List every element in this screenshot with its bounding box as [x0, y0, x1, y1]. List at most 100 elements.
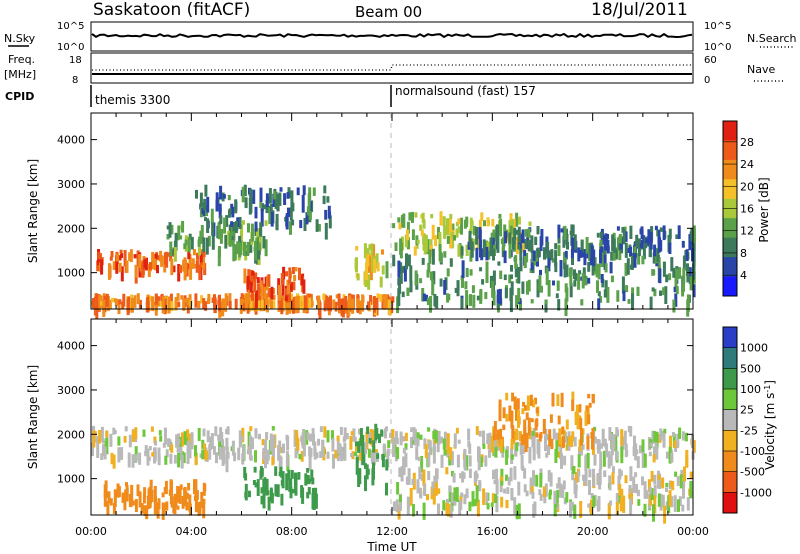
vl-cell-r5: [516, 398, 520, 410]
pw-cell-r7: [484, 292, 488, 300]
vl-cell-r4: [668, 490, 672, 507]
vl-cell-r0: [593, 436, 597, 444]
vl-cell-r1: [131, 500, 135, 506]
pw-cell-r8: [517, 244, 521, 249]
pw-cell-r0: [257, 293, 260, 311]
vl-cell-r0: [354, 451, 358, 457]
vl-cell-r0: [685, 454, 689, 467]
vl-cell-r4: [493, 479, 497, 485]
pw-cell-r7: [428, 249, 432, 264]
pw-cell-r0: [114, 298, 118, 306]
pw-cell-r7: [603, 252, 607, 270]
pw-cell-r0: [347, 300, 351, 317]
vl-cell-r0: [249, 426, 253, 432]
vl-cell-r4: [445, 502, 449, 516]
vl-cell-r4: [592, 468, 595, 487]
pw-cell-r1: [170, 258, 174, 276]
pw-cell-r7: [464, 281, 468, 290]
vl-cell-r0: [279, 456, 283, 468]
vl-cell-r4: [448, 486, 452, 503]
vl-cell-r0: [187, 433, 191, 444]
pw-cell-r1: [97, 252, 101, 260]
vl-cell-r2: [262, 492, 266, 509]
vl-cell-r5: [534, 397, 537, 405]
pw-cell-r8: [685, 249, 689, 262]
pw-cell-r0: [154, 295, 158, 305]
pw-cell-r2: [166, 234, 170, 240]
vl-cell-r0: [440, 436, 443, 444]
vl-cell-r1: [117, 486, 121, 498]
pw-cell-r0: [374, 300, 378, 309]
vl-cell-r0: [484, 455, 488, 467]
vl-cell-r0: [148, 446, 152, 451]
pw-cell-r8: [550, 249, 554, 261]
vl-cell-r4: [449, 505, 453, 518]
pw-cell-r8: [560, 228, 564, 233]
vl-cell-r0: [312, 434, 315, 446]
pw-cell-r7: [580, 299, 584, 306]
x-tick-label: 04:00: [175, 525, 207, 538]
vl-cell-r4: [628, 485, 632, 494]
vl-cell-r0: [663, 428, 667, 434]
vl-cell-r0: [350, 431, 354, 436]
vl-cell-r0: [419, 434, 423, 440]
vl-cell-r3: [372, 462, 375, 480]
vl-cell-r4: [419, 487, 422, 497]
vl-cell-r4: [549, 472, 553, 487]
pw-cell-r8: [614, 248, 618, 260]
pw-cell-r3: [293, 274, 297, 281]
pw-cell-r3: [287, 290, 291, 303]
pw-cell-r1: [202, 251, 206, 258]
vl-cell-r5: [551, 392, 555, 407]
vl-cell-r0: [264, 439, 268, 454]
pw-cell-r7: [547, 280, 551, 297]
vl-cell-r4: [556, 483, 560, 489]
vl-cell-r0: [112, 427, 116, 435]
pw-cell-r7: [574, 272, 578, 281]
pw-cell-r1: [156, 265, 159, 274]
vl-cell-r4: [660, 480, 664, 487]
pw-cell-r0: [95, 293, 99, 309]
vl-cell-r1: [176, 505, 180, 510]
vl-cell-r4: [689, 471, 693, 479]
vl-cell-r4: [576, 474, 580, 483]
vl-cell-r4: [433, 475, 437, 493]
pw-cell-r7: [624, 263, 628, 276]
pw-cell-r4: [241, 186, 245, 203]
pw-cell-r3: [264, 276, 268, 288]
pw-cell-r0: [391, 296, 395, 303]
vl-cell-r0: [593, 426, 597, 432]
pw-cell-r0: [303, 295, 307, 310]
vl-cell-r0: [486, 433, 490, 440]
pw-cell-r4: [199, 192, 203, 208]
pw-cell-r6: [522, 239, 526, 253]
vl-cell-r0: [399, 431, 403, 446]
vl-cell-r1: [148, 486, 152, 503]
vl-cell-r0: [423, 438, 427, 449]
vl-cell-r4: [455, 487, 459, 502]
vl-cell-r5: [492, 430, 496, 441]
pw-cell-r5: [370, 243, 374, 256]
vl-cell-r4: [422, 469, 426, 487]
pw-cell-r1: [100, 259, 104, 275]
pw-cell-r7: [401, 291, 405, 298]
pw-cell-r7: [431, 279, 435, 296]
vl-cell-r0: [313, 441, 317, 456]
vl-cell-r0: [218, 446, 222, 460]
vl-cell-r0: [302, 429, 306, 439]
vl-cell-r0: [673, 440, 677, 448]
vl-cell-r0: [180, 432, 184, 447]
pw-cell-r7: [565, 287, 569, 302]
pw-cell-r8: [501, 237, 505, 251]
pw-cell-r7: [678, 267, 681, 279]
pw-cell-r2: [236, 241, 240, 255]
pw-cell-r3: [265, 285, 269, 291]
vl-cell-r4: [577, 470, 581, 477]
pw-colorbar-swatch: [723, 121, 737, 141]
vl-cell-r4: [612, 466, 615, 474]
pw-cell-r7: [587, 277, 591, 284]
vl-cell-r3: [366, 468, 370, 475]
pw-cell-r7: [422, 293, 426, 302]
vl-cell-r1: [176, 486, 180, 503]
vl-cell-r0: [614, 435, 618, 452]
